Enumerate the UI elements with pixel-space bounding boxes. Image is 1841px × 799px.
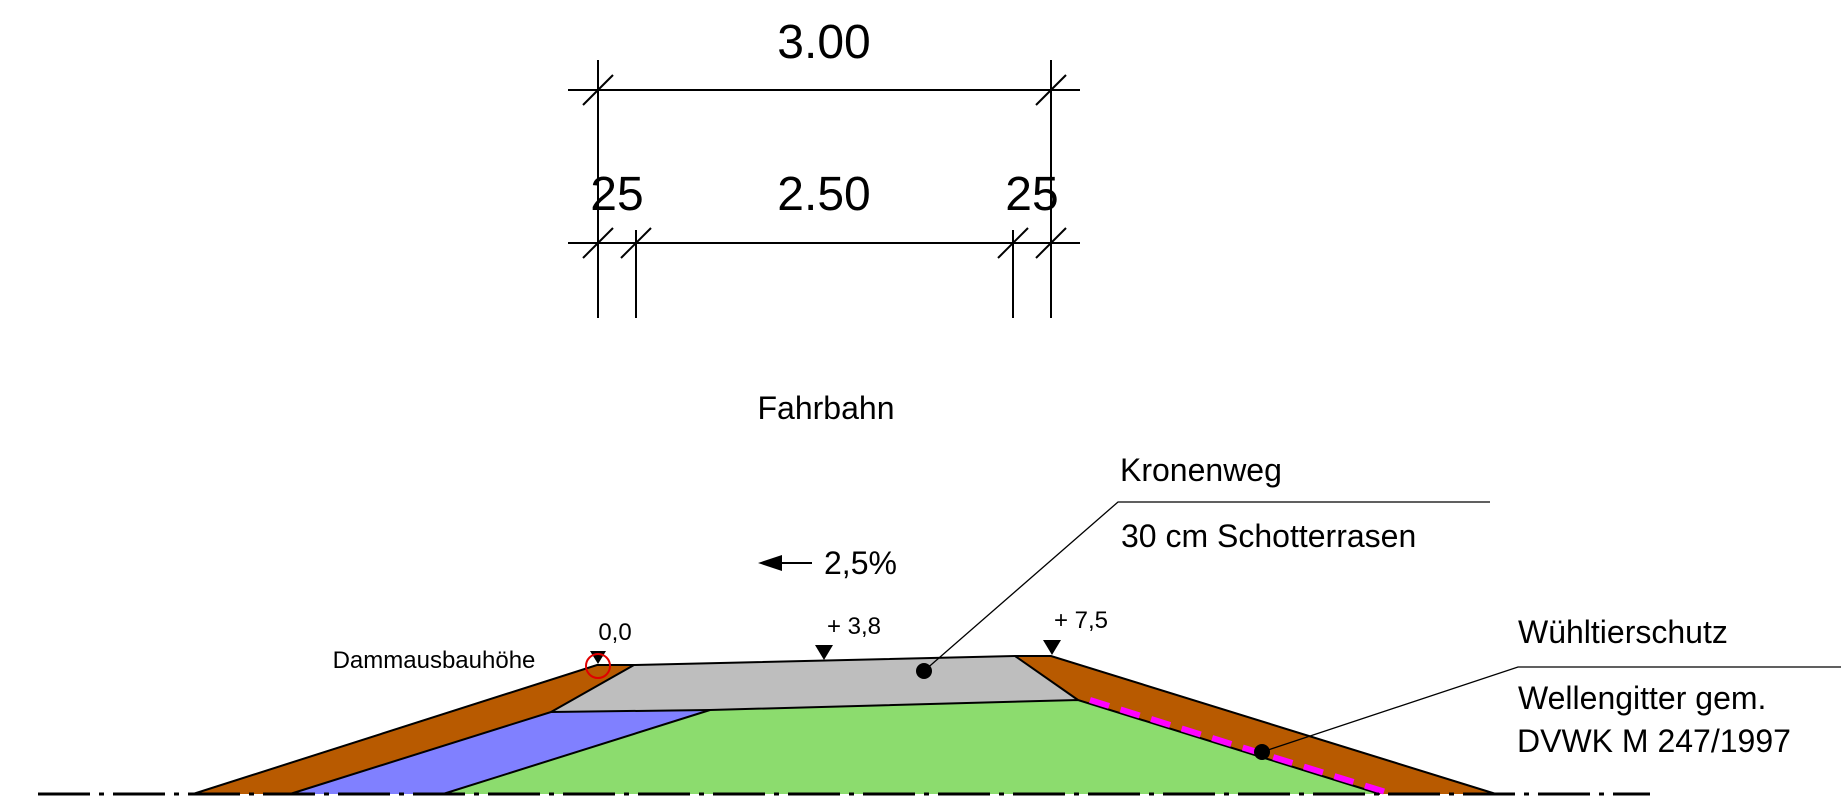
dam-height-marker-circle-icon <box>585 653 611 679</box>
elevation-triangle-icon <box>815 645 833 660</box>
dimension-left-edge-label: 25 <box>590 168 643 221</box>
filter-layer <box>290 710 710 794</box>
callout-leader-line <box>1261 666 1841 753</box>
elevation-marker-middle: + 3,8 <box>815 613 881 660</box>
dam-outline <box>192 655 1497 795</box>
slope-label: 2,5% <box>824 545 897 581</box>
crown-description: 30 cm Schotterrasen <box>1121 518 1416 554</box>
crown-callout: Kronenweg 30 cm Schotterrasen <box>916 452 1490 679</box>
elevation-right-label: + 7,5 <box>1054 607 1108 634</box>
tick-mark <box>582 74 614 106</box>
elevation-marker-right: + 7,5 <box>1043 607 1108 655</box>
burrow-title: Wühltierschutz <box>1518 614 1728 650</box>
tick-mark <box>582 227 614 259</box>
elevation-middle-label: + 3,8 <box>827 613 881 640</box>
dam-body <box>192 655 1497 797</box>
dimension-right-edge-label: 25 <box>1005 168 1058 221</box>
dam-core <box>443 700 1380 794</box>
roadway-label: Fahrbahn <box>758 390 895 426</box>
elevation-triangle-icon <box>590 651 606 664</box>
elevation-marker-left: 0,0 <box>585 619 632 679</box>
topsoil-layer-left <box>193 665 634 794</box>
dimension-chain: 3.00 25 2.50 25 <box>568 16 1080 318</box>
topsoil-layer-right <box>1015 656 1496 794</box>
burrow-description-line-1: Wellengitter gem. <box>1518 680 1766 716</box>
dam-height-label: Dammausbauhöhe <box>333 647 536 674</box>
tick-mark <box>997 227 1029 259</box>
burrow-description-line-2: DVWK M 247/1997 <box>1517 723 1791 759</box>
elevation-left-label: 0,0 <box>598 619 631 646</box>
tick-mark <box>1035 227 1067 259</box>
slope-arrow <box>758 555 812 571</box>
dimension-inner-label: 2.50 <box>777 168 870 221</box>
gravel-crown-layer <box>551 656 1078 712</box>
layer-boundary <box>1014 655 1079 701</box>
layer-boundary <box>442 709 711 795</box>
elevation-triangle-icon <box>1043 640 1061 655</box>
burrow-protection-mesh <box>1089 697 1393 797</box>
tick-mark <box>1035 74 1067 106</box>
dimension-overall-label: 3.00 <box>777 16 870 69</box>
layer-boundary <box>550 664 635 713</box>
callout-leader-line <box>923 501 1490 672</box>
tick-mark <box>620 227 652 259</box>
crown-title: Kronenweg <box>1120 452 1282 488</box>
burrow-callout: Wühltierschutz Wellengitter gem. DVWK M … <box>1254 614 1841 760</box>
